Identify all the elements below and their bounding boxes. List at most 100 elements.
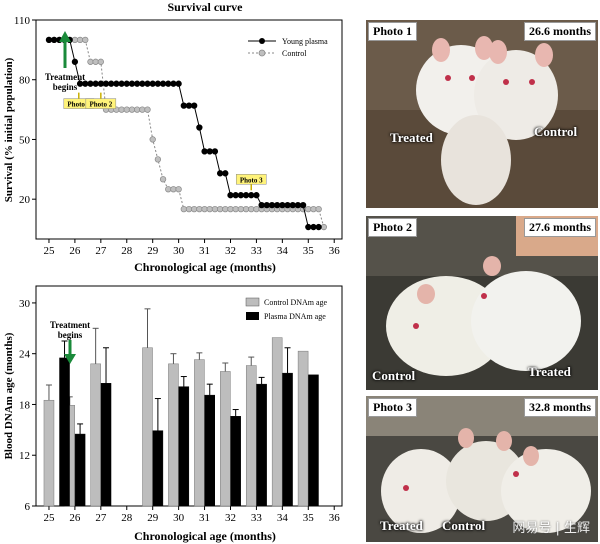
- plasma-dnam-bar: [152, 430, 164, 507]
- control-point: [144, 106, 151, 113]
- control-point: [227, 205, 234, 213]
- photo-panel-1: Photo 1 26.6 months Treated Control: [366, 20, 598, 208]
- control-dnam-bar: [245, 365, 257, 507]
- young-plasma-point: [258, 202, 265, 209]
- survival-y-tick-label: 110: [14, 15, 31, 27]
- legend-young-marker: [259, 38, 265, 44]
- survival-x-tick-label: 35: [303, 245, 315, 257]
- control-point: [248, 205, 255, 213]
- survival-chart: Survival curve 20 50 80 110 25 26 27 28 29 30 31 3…: [3, 0, 343, 274]
- control-point: [128, 106, 136, 113]
- young-plasma-point: [216, 170, 224, 177]
- control-point: [201, 205, 208, 213]
- survival-y-tick-label: 80: [19, 75, 31, 87]
- survival-title: Survival curve: [168, 0, 244, 14]
- young-plasma-point: [71, 58, 79, 65]
- legend-plasma-dnam-label: Plasma DNAm age: [264, 312, 326, 321]
- survival-x-tick-label: 32: [225, 245, 236, 257]
- young-plasma-point: [242, 192, 250, 199]
- dnam-y-tick-label: 6: [25, 501, 31, 513]
- control-point: [305, 205, 312, 213]
- control-dnam-bar: [90, 363, 101, 507]
- young-plasma-point: [299, 202, 307, 209]
- survival-treatment-label-1: Treatment: [45, 72, 85, 82]
- plasma-dnam-bar: [308, 374, 319, 507]
- control-point: [206, 205, 213, 213]
- control-point: [139, 106, 146, 113]
- control-point: [175, 186, 182, 193]
- control-dnam-bar: [220, 371, 231, 507]
- dnam-y-tick-label: 24: [19, 349, 31, 361]
- young-plasma-point: [185, 102, 193, 109]
- control-dnam-bar: [297, 350, 309, 507]
- control-point: [97, 58, 104, 65]
- plasma-dnam-bar: [100, 383, 112, 507]
- photo-1-left-caption: Treated: [390, 130, 433, 145]
- survival-x-axis-label: Chronological age (months): [134, 260, 276, 274]
- young-plasma-point: [87, 80, 94, 87]
- survival-x-tick-label: 36: [329, 245, 341, 257]
- young-plasma-point: [149, 80, 156, 87]
- survival-x-tick-label: 27: [95, 245, 107, 257]
- legend-control-dnam-label: Control DNAm age: [264, 298, 328, 307]
- survival-series: [45, 36, 327, 231]
- photo-panel-2: Photo 2 27.6 months Control Treated: [366, 216, 598, 390]
- dnam-x-tick-label: 27: [95, 512, 107, 524]
- control-point: [232, 205, 239, 213]
- young-plasma-point: [237, 192, 245, 199]
- young-plasma-point: [274, 202, 281, 209]
- dnam-x-tick-label: 30: [173, 512, 185, 524]
- dnam-chart: 6 12 18 24 30 25 26 27 28 29 30 31 32 33 34 35 36 Chron…: [3, 285, 343, 543]
- dnam-treatment-annotation: Treatment begins: [50, 320, 90, 364]
- control-point: [222, 205, 229, 213]
- photo-2-age: 27.6 months: [523, 218, 596, 237]
- control-point: [320, 223, 327, 231]
- young-plasma-point: [154, 80, 162, 87]
- young-plasma-point: [279, 202, 286, 209]
- legend-control-label: Control: [282, 49, 307, 58]
- young-plasma-point: [92, 80, 99, 87]
- survival-y-axis-label: Survival (% initial population): [3, 57, 15, 202]
- photo-panel-3: Photo 3 32.8 months Treated Control 网易号 …: [366, 396, 598, 542]
- young-plasma-point: [123, 80, 130, 87]
- photo-3-right-caption: Control: [442, 518, 486, 533]
- survival-y-tick-label: 50: [19, 134, 31, 146]
- photo-2-right-caption: Treated: [528, 364, 571, 379]
- young-plasma-point: [211, 148, 219, 155]
- control-dnam-bar: [168, 363, 179, 507]
- photo-2-tag: Photo 2: [368, 218, 417, 237]
- plasma-dnam-bar: [282, 372, 293, 507]
- survival-photo-tag-label: Photo 2: [89, 101, 112, 109]
- dnam-y-ticks: 6 12 18 24 30: [19, 298, 36, 513]
- young-plasma-point: [97, 80, 104, 87]
- young-plasma-point: [51, 36, 58, 44]
- photo-1-right-caption: Control: [534, 124, 578, 139]
- survival-treatment-arrow-head: [59, 31, 71, 42]
- photo-3-age: 32.8 months: [523, 398, 596, 417]
- young-plasma-point: [108, 80, 115, 87]
- photo-3-left-caption: Treated: [380, 518, 423, 533]
- young-plasma-point: [159, 80, 167, 87]
- control-point: [154, 156, 162, 163]
- control-dnam-bar: [271, 337, 283, 507]
- control-point: [170, 186, 177, 193]
- photo-1-age: 26.6 months: [523, 22, 596, 41]
- dnam-treatment-label-2: begins: [58, 330, 83, 340]
- photo-2-left-caption: Control: [372, 368, 416, 383]
- young-plasma-line: [48, 39, 319, 228]
- control-point: [315, 205, 322, 213]
- survival-treatment-label-2: begins: [53, 82, 78, 92]
- plasma-dnam-bar: [230, 416, 241, 507]
- young-plasma-point: [310, 223, 317, 231]
- control-point: [123, 106, 130, 113]
- survival-x-tick-label: 33: [251, 245, 263, 257]
- survival-x-ticks: 25 26 27 28 29 30 31 32 33 34 35 36: [43, 239, 340, 257]
- young-plasma-point: [196, 124, 203, 131]
- young-plasma-point: [289, 202, 296, 209]
- young-plasma-point: [263, 202, 270, 209]
- young-plasma-point: [248, 192, 255, 199]
- control-point: [211, 205, 219, 213]
- control-point: [180, 205, 187, 213]
- control-point: [196, 205, 203, 213]
- survival-x-tick-label: 29: [147, 245, 159, 257]
